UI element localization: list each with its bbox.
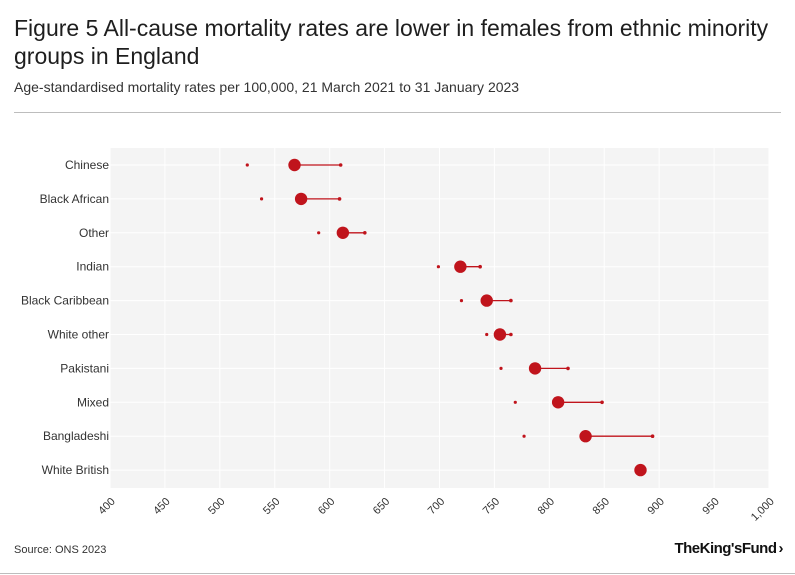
range-end-marker xyxy=(338,163,343,167)
x-tick-label: 550 xyxy=(261,496,282,517)
x-tick-label: 1,000 xyxy=(749,496,777,524)
category-label: Pakistani xyxy=(60,361,109,375)
main-value-dot xyxy=(493,328,507,341)
category-label: White British xyxy=(42,463,109,477)
header-divider xyxy=(14,112,781,113)
main-value-dot xyxy=(551,396,565,409)
logo-text: TheKing'sFund xyxy=(674,540,777,557)
small-marker xyxy=(259,197,264,201)
x-tick-label: 800 xyxy=(536,496,557,517)
x-tick-label: 950 xyxy=(700,496,721,517)
chart-title: Figure 5 All-cause mortality rates are l… xyxy=(14,15,769,69)
small-marker xyxy=(436,265,441,269)
category-label: Indian xyxy=(76,260,109,274)
small-marker xyxy=(245,163,249,167)
kings-fund-logo: TheKing'sFund › xyxy=(674,540,783,557)
x-tick-label: 500 xyxy=(206,496,227,517)
source-note: Source: ONS 2023 xyxy=(14,544,107,556)
x-tick-label: 700 xyxy=(426,496,447,517)
chart-subtitle: Age-standardised mortality rates per 100… xyxy=(14,79,520,95)
x-tick-label: 600 xyxy=(316,496,337,517)
category-label: Mixed xyxy=(77,395,109,409)
x-tick-label: 900 xyxy=(645,496,666,517)
main-value-dot xyxy=(480,294,493,307)
range-end-marker xyxy=(478,264,482,269)
range-end-marker xyxy=(363,231,367,235)
category-label: Other xyxy=(79,226,109,240)
range-end-marker xyxy=(566,366,570,371)
footer-divider xyxy=(0,573,795,574)
range-end-marker xyxy=(509,332,513,337)
main-value-dot xyxy=(634,463,647,477)
small-marker xyxy=(522,434,526,438)
x-tick-label: 450 xyxy=(151,496,172,517)
x-tick-label: 650 xyxy=(371,496,392,517)
small-marker xyxy=(317,231,321,235)
range-end-marker xyxy=(509,298,513,303)
main-value-dot xyxy=(528,362,542,375)
category-label: Chinese xyxy=(65,158,109,172)
category-label: Bangladeshi xyxy=(43,429,109,443)
range-end-marker xyxy=(337,197,342,201)
small-marker xyxy=(485,332,489,337)
x-tick-label: 400 xyxy=(96,496,117,517)
main-value-dot xyxy=(294,192,308,206)
range-end-marker xyxy=(600,400,604,405)
range-end-marker xyxy=(650,434,655,439)
category-label: Black Caribbean xyxy=(21,294,109,308)
main-value-dot xyxy=(579,430,592,443)
small-marker xyxy=(499,366,503,370)
logo-chevron-icon: › xyxy=(778,540,784,557)
category-label: White other xyxy=(48,328,109,342)
x-tick-label: 850 xyxy=(591,496,612,517)
x-tick-label: 750 xyxy=(481,496,502,517)
small-marker xyxy=(459,299,464,303)
category-label: Black African xyxy=(40,192,109,206)
main-value-dot xyxy=(454,260,467,273)
small-marker xyxy=(513,400,517,404)
main-value-dot xyxy=(336,226,350,239)
main-value-dot xyxy=(288,158,301,172)
